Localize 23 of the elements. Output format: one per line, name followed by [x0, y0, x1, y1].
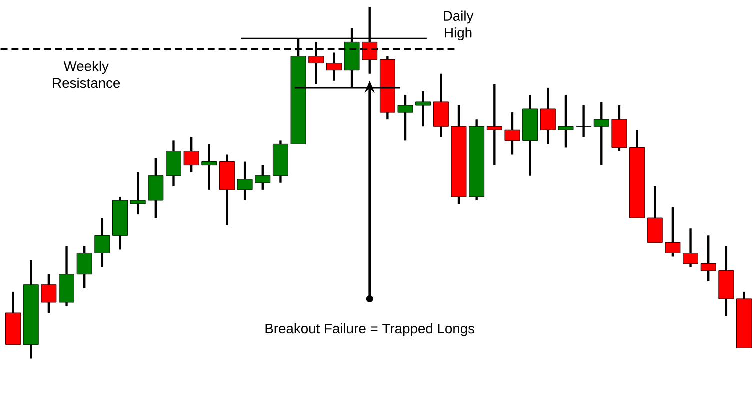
ref-line-label: Weekly Resistance [53, 61, 120, 88]
ref-line-label: Daily High [444, 10, 474, 40]
candlestick [237, 160, 253, 202]
candlestick [594, 100, 610, 166]
candlestick [558, 94, 574, 149]
candlestick [76, 245, 92, 290]
candlestick [255, 164, 271, 191]
candlestick [486, 83, 502, 166]
candlestick [416, 90, 432, 128]
candlestick [398, 94, 414, 142]
candlestick [576, 104, 592, 138]
candlestick [130, 171, 146, 216]
candlestick [94, 216, 110, 268]
candlestick [700, 234, 716, 282]
candlestick [540, 86, 556, 146]
candlestick [184, 136, 200, 174]
candlestick [504, 111, 520, 156]
candlestick [202, 143, 218, 191]
candlestick [326, 52, 342, 82]
candlestick [683, 227, 699, 268]
candlestick [665, 206, 681, 258]
candlestick [41, 273, 57, 314]
annotation: Breakout Failure = Trapped Longs [266, 323, 475, 336]
